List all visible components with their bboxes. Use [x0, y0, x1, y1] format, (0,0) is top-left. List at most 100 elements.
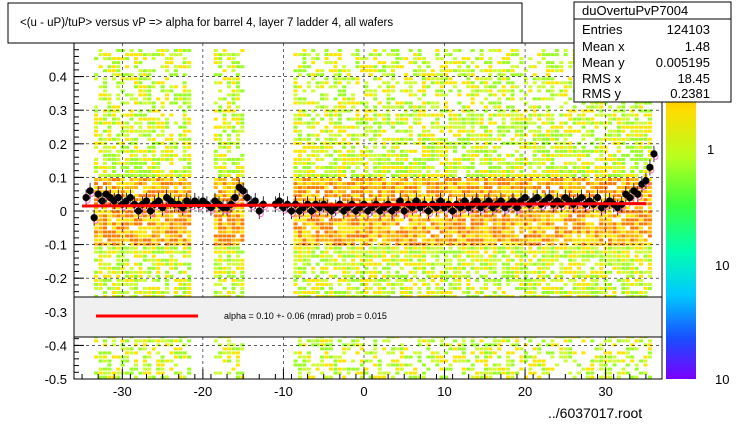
heat-cell: [537, 359, 542, 363]
heat-cell: [479, 198, 484, 202]
heat-cell: [337, 254, 342, 258]
heat-cell: [107, 210, 112, 214]
heat-cell: [444, 49, 449, 52]
heat-cell: [448, 69, 453, 73]
heat-cell: [98, 65, 103, 69]
heat-cell: [320, 363, 325, 367]
heat-cell: [187, 218, 192, 222]
heat-cell: [182, 230, 187, 234]
heat-cell: [430, 194, 435, 198]
heat-cell: [373, 89, 378, 93]
heat-cell: [510, 371, 515, 375]
heat-cell: [120, 161, 125, 165]
heat-cell: [359, 347, 364, 351]
heat-cell: [151, 125, 156, 129]
heat-cell: [116, 278, 121, 282]
heat-cell: [466, 186, 471, 190]
heat-cell: [466, 129, 471, 133]
heat-cell: [470, 157, 475, 161]
heat-cell: [479, 351, 484, 355]
heat-cell: [227, 190, 231, 194]
heat-cell: [382, 170, 387, 173]
heat-cell: [235, 371, 240, 375]
heat-cell: [342, 105, 347, 109]
heat-cell: [523, 190, 528, 194]
heat-cell: [213, 371, 218, 375]
heat-cell: [413, 157, 418, 161]
heat-cell: [417, 109, 422, 113]
heat-cell: [107, 286, 112, 290]
heat-cell: [532, 157, 537, 161]
heat-cell: [116, 226, 121, 230]
heat-cell: [337, 194, 342, 198]
heat-cell: [377, 250, 382, 254]
heat-cell: [165, 222, 169, 226]
heat-cell: [297, 270, 302, 274]
heat-cell: [368, 254, 373, 258]
heat-cell: [541, 85, 546, 89]
heat-cell: [382, 194, 387, 198]
heat-cell: [506, 226, 511, 230]
heat-cell: [413, 351, 418, 355]
heat-cell: [324, 242, 329, 246]
heat-cell: [222, 109, 227, 113]
heat-cell: [422, 258, 426, 262]
heat-cell: [408, 190, 413, 194]
heat-cell: [134, 270, 138, 274]
heat-cell: [373, 222, 378, 226]
heat-cell: [488, 141, 493, 145]
heat-cell: [213, 242, 218, 246]
heat-cell: [515, 266, 519, 270]
heat-cell: [386, 81, 391, 85]
heat-cell: [103, 274, 107, 278]
heat-cell: [532, 178, 537, 182]
heat-cell: [178, 270, 183, 274]
heat-cell: [134, 153, 138, 157]
heat-cell: [333, 182, 338, 186]
heat-cell: [541, 230, 546, 234]
heat-cell: [519, 57, 524, 61]
heat-cell: [417, 190, 422, 194]
heat-cell: [475, 85, 480, 89]
heat-cell: [103, 222, 107, 226]
heat-cell: [297, 178, 302, 182]
heat-cell: [231, 258, 236, 262]
heat-cell: [404, 117, 409, 121]
heat-cell: [213, 270, 218, 274]
heat-cell: [315, 214, 320, 218]
heat-cell: [107, 250, 112, 254]
heat-cell: [306, 121, 311, 125]
heat-cell: [523, 278, 528, 282]
heat-cell: [532, 238, 537, 242]
heat-cell: [156, 53, 161, 57]
heat-cell: [156, 266, 161, 270]
heat-cell: [103, 202, 107, 206]
heat-cell: [479, 113, 484, 117]
heat-cell: [315, 291, 320, 294]
heat-cell: [470, 166, 475, 169]
heat-cell: [413, 182, 418, 186]
heat-cell: [173, 242, 178, 246]
heat-cell: [129, 149, 134, 153]
heat-cell: [359, 250, 364, 254]
heat-cell: [395, 254, 400, 258]
heat-cell: [461, 355, 466, 359]
heat-cell: [311, 174, 316, 177]
heat-cell: [532, 65, 537, 69]
heat-cell: [484, 77, 488, 81]
heat-cell: [435, 93, 440, 97]
heat-cell: [488, 178, 493, 182]
heat-cell: [107, 113, 112, 117]
heat-cell: [302, 363, 307, 367]
heat-cell: [147, 170, 152, 173]
heat-cell: [546, 97, 550, 101]
heat-cell: [457, 186, 462, 190]
heat-cell: [497, 282, 502, 286]
heat-cell: [116, 218, 121, 222]
heat-cell: [422, 125, 426, 129]
heat-cell: [510, 222, 515, 226]
heat-cell: [165, 125, 169, 129]
heat-cell: [333, 166, 338, 169]
heat-cell: [129, 125, 134, 129]
heat-cell: [377, 157, 382, 161]
